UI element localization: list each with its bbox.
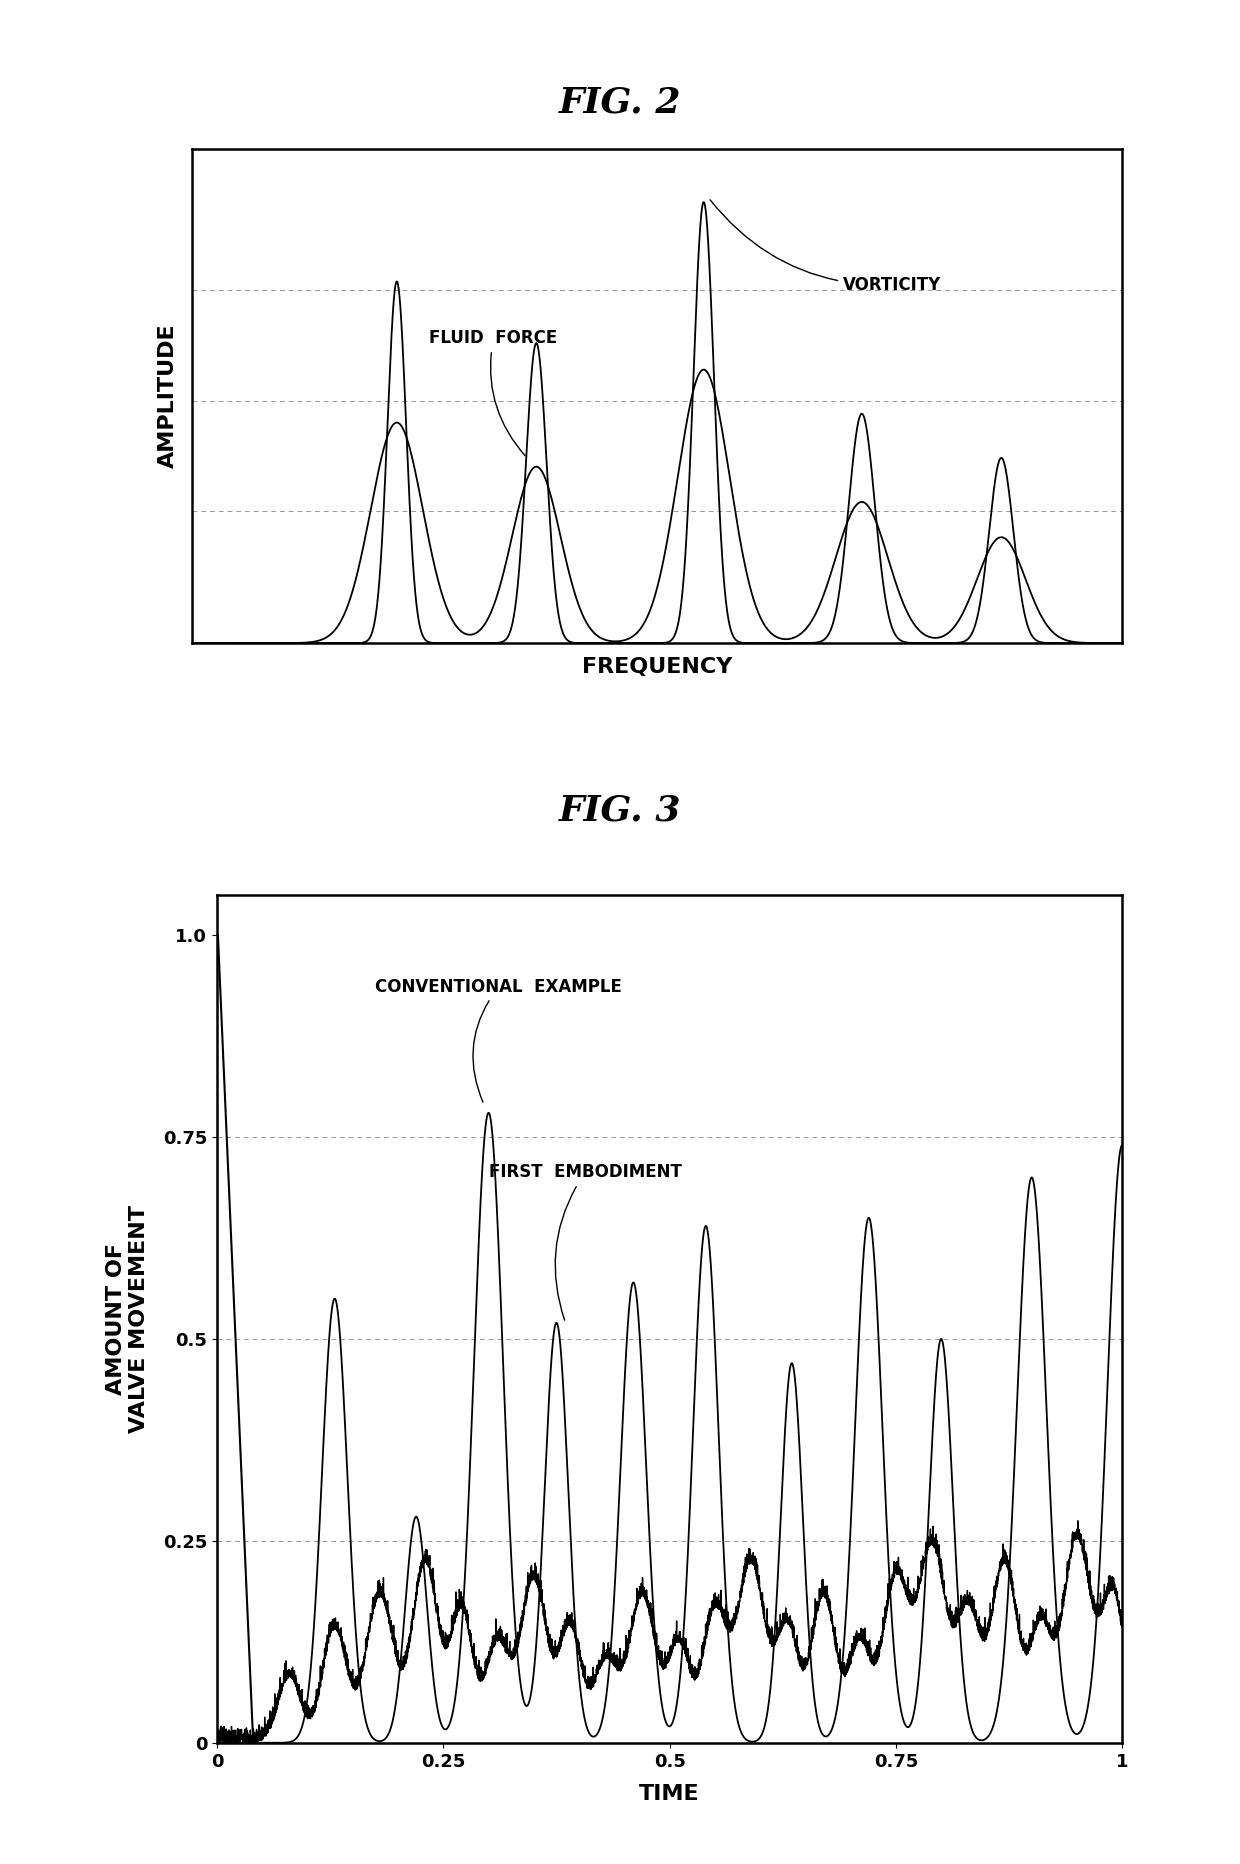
Y-axis label: AMPLITUDE: AMPLITUDE — [159, 324, 179, 468]
Text: VORTICITY: VORTICITY — [711, 199, 941, 295]
Y-axis label: AMOUNT OF
VALVE MOVEMENT: AMOUNT OF VALVE MOVEMENT — [105, 1204, 149, 1433]
X-axis label: FREQUENCY: FREQUENCY — [582, 656, 733, 677]
Text: CONVENTIONAL  EXAMPLE: CONVENTIONAL EXAMPLE — [376, 977, 622, 1102]
Text: FIRST  EMBODIMENT: FIRST EMBODIMENT — [489, 1163, 682, 1320]
Text: FIG. 2: FIG. 2 — [559, 86, 681, 119]
Text: FIG. 3: FIG. 3 — [559, 794, 681, 828]
X-axis label: TIME: TIME — [640, 1784, 699, 1804]
Text: FLUID  FORCE: FLUID FORCE — [429, 330, 558, 457]
